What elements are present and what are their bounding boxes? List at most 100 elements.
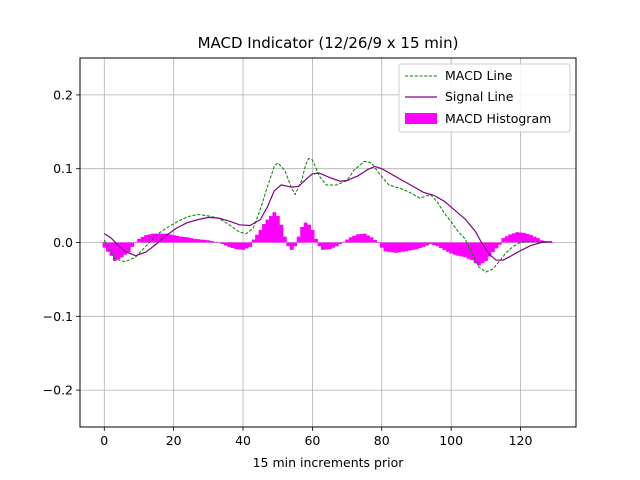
legend-macd-label: MACD Line: [445, 68, 513, 83]
histogram-bar: [511, 233, 516, 243]
histogram-bar: [189, 238, 194, 243]
histogram-bar: [393, 242, 398, 253]
histogram-bar: [303, 222, 308, 243]
histogram-bar: [185, 237, 190, 243]
histogram-bar: [213, 241, 218, 243]
histogram-bar: [497, 242, 502, 245]
x-tick-label: 60: [304, 433, 320, 448]
histogram-bar: [109, 242, 114, 256]
x-tick-label: 40: [235, 433, 251, 448]
x-tick-label: 120: [509, 433, 533, 448]
histogram-bar: [369, 237, 374, 243]
histogram-bar: [251, 239, 256, 243]
histogram-bar: [338, 242, 343, 244]
histogram-bar: [525, 234, 530, 243]
y-axis-ticks: −0.2 −0.1 0.0 0.1 0.2: [43, 87, 80, 398]
histogram-bar: [314, 238, 318, 243]
histogram-bar: [428, 242, 433, 244]
histogram-bar: [279, 224, 284, 243]
histogram-bar: [411, 242, 416, 250]
histogram-bar: [345, 239, 350, 243]
histogram-bar: [119, 242, 124, 258]
legend-signal-label: Signal Line: [445, 89, 514, 104]
histogram-bar: [504, 236, 509, 243]
histogram-bar: [199, 239, 204, 243]
histogram-bar: [414, 242, 419, 250]
histogram-bar: [258, 229, 263, 243]
histogram-bar: [508, 234, 513, 243]
histogram-bar: [168, 234, 173, 243]
histogram-bar: [529, 235, 533, 243]
histogram-bar: [376, 242, 381, 244]
histogram-bar: [418, 242, 422, 249]
histogram-bar: [144, 235, 148, 243]
histogram-bar: [435, 242, 440, 247]
histogram-bar: [452, 242, 457, 255]
histogram-bar: [536, 238, 540, 243]
histogram-bar: [282, 236, 287, 243]
histogram-bar: [355, 234, 360, 243]
histogram-bar: [449, 242, 454, 254]
histogram-bar: [296, 236, 301, 243]
histogram-bar: [286, 242, 291, 247]
series-lines: [103, 157, 552, 273]
histogram-bar: [147, 234, 152, 243]
histogram-bar: [230, 242, 235, 249]
legend-histogram-label: MACD Histogram: [445, 111, 551, 126]
legend-frame: [398, 63, 571, 133]
histogram-bar: [380, 242, 384, 248]
histogram-bar: [310, 229, 315, 243]
histogram-bar: [158, 233, 162, 243]
histogram-bar: [223, 242, 228, 246]
histogram-bar: [459, 242, 464, 257]
histogram-bar: [494, 242, 499, 249]
histogram-bar: [196, 239, 200, 243]
histogram-bar: [203, 239, 207, 243]
x-tick-label: 20: [166, 433, 182, 448]
y-tick-label: −0.1: [43, 309, 73, 324]
histogram-bar: [404, 242, 409, 252]
histogram-bar: [515, 232, 520, 243]
histogram-bar: [477, 242, 481, 266]
histogram-bar: [154, 233, 159, 243]
histogram-bar: [227, 242, 232, 247]
histogram-bar: [386, 242, 391, 252]
histogram-bar: [549, 242, 554, 244]
y-tick-label: 0.1: [53, 161, 73, 176]
histogram-bar: [272, 212, 277, 243]
histogram-bar: [140, 236, 145, 243]
histogram-bar: [518, 232, 523, 243]
x-tick-label: 80: [374, 433, 390, 448]
histogram-bar: [421, 242, 426, 247]
histogram-bar: [334, 242, 339, 247]
x-tick-label: 100: [439, 433, 463, 448]
histogram-bar: [480, 242, 485, 264]
histogram-bar: [307, 224, 311, 243]
histogram-bar: [241, 242, 246, 250]
histogram-bar: [352, 235, 357, 243]
histogram-bar: [175, 235, 180, 243]
histogram-bar: [397, 242, 402, 253]
histogram-bar: [164, 233, 169, 243]
histogram-bar: [206, 240, 211, 243]
histogram-bar: [501, 238, 506, 243]
histogram-bar: [112, 242, 117, 261]
x-axis-label: 15 min increments prior: [253, 455, 405, 470]
histogram-bars: [102, 212, 554, 266]
histogram-bar: [234, 242, 239, 250]
histogram-bar: [456, 242, 461, 256]
histogram-bar: [137, 238, 141, 243]
histogram-bar: [442, 242, 447, 250]
histogram-bar: [484, 242, 488, 261]
histogram-bar: [116, 242, 121, 260]
histogram-bar: [390, 242, 395, 253]
histogram-bar: [362, 233, 367, 243]
histogram-bar: [217, 242, 221, 244]
histogram-bar: [470, 242, 474, 261]
histogram-bar: [438, 242, 443, 249]
legend: MACD Line Signal Line MACD Histogram: [398, 63, 571, 133]
histogram-bar: [293, 242, 298, 247]
histogram-bar: [432, 242, 436, 246]
histogram-bar: [182, 236, 187, 243]
